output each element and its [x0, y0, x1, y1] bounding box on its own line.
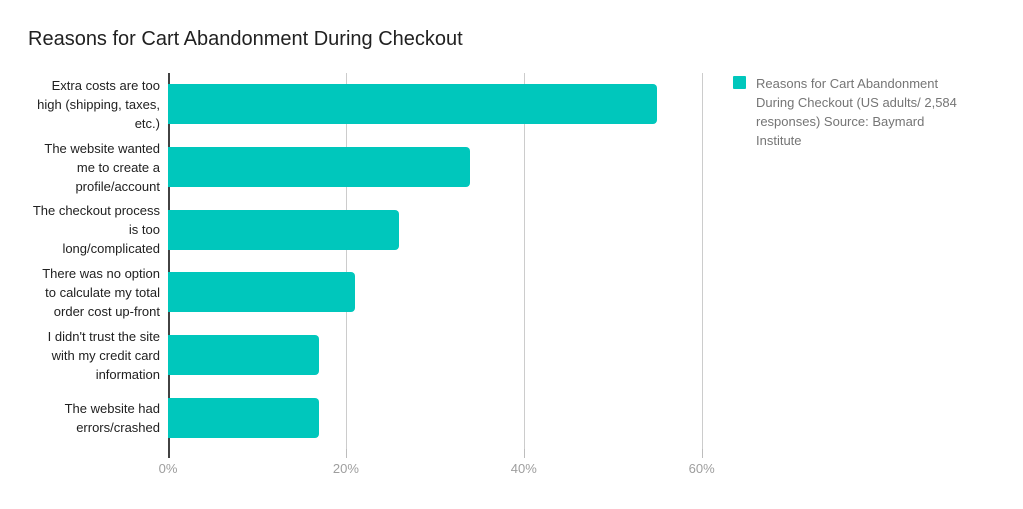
- legend-swatch-icon: [733, 76, 746, 89]
- x-axis-tick-label: 60%: [688, 461, 715, 476]
- legend-label: Reasons for Cart Abandonment During Chec…: [756, 76, 957, 148]
- x-axis-tick: [701, 449, 703, 458]
- bar: [168, 209, 400, 250]
- category-label: The website wanted me to create a profil…: [44, 140, 160, 194]
- x-axis-tick-label: 40%: [510, 461, 537, 476]
- x-axis-tick: [523, 449, 525, 458]
- gridline: [701, 73, 703, 449]
- bar-row: [168, 324, 715, 387]
- category-label: The checkout process is too long/complic…: [32, 203, 160, 257]
- x-axis-tick-label: 0%: [158, 461, 178, 476]
- bar-rows: [168, 73, 715, 449]
- bar: [168, 272, 355, 313]
- x-axis-ticks: [168, 449, 715, 458]
- x-axis-labels: 0% 20% 40% 60%: [159, 461, 715, 479]
- x-axis-tick: [345, 449, 347, 458]
- y-axis-line: [168, 73, 170, 454]
- gridline: [345, 73, 347, 449]
- bar: [168, 147, 471, 187]
- x-axis-tick: [168, 449, 170, 458]
- bar-row: [168, 386, 715, 449]
- bar-row: [168, 136, 715, 199]
- category-label: Extra costs are too high (shipping, taxe…: [37, 77, 160, 131]
- category-labels: Extra costs are too high (shipping, taxe…: [0, 73, 160, 449]
- chart-title: Reasons for Cart Abandonment During Chec…: [28, 28, 463, 50]
- bar: [168, 397, 320, 438]
- category-label: There was no option to calculate my tota…: [42, 265, 160, 319]
- category-label: The website had errors/crashed: [64, 400, 160, 435]
- bar: [168, 335, 320, 376]
- category-label: I didn't trust the site with my credit c…: [47, 328, 160, 382]
- bar-row: [168, 73, 715, 136]
- bar-row: [168, 198, 715, 261]
- bar-row: [168, 261, 715, 324]
- x-axis-tick-label: 20%: [332, 461, 359, 476]
- bar: [168, 84, 658, 125]
- legend: Reasons for Cart Abandonment During Chec…: [733, 74, 968, 150]
- plot-area: [168, 73, 715, 454]
- gridline: [523, 73, 525, 449]
